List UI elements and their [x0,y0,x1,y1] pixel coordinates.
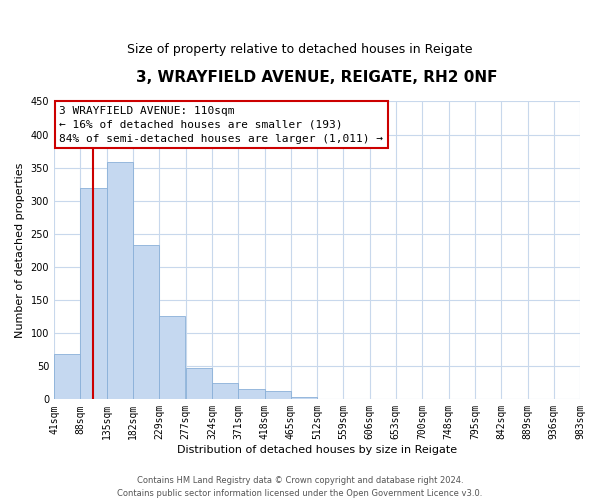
Bar [449,398,475,400]
Bar [265,392,291,400]
Bar [54,354,80,400]
Bar [80,188,107,400]
Title: 3, WRAYFIELD AVENUE, REIGATE, RH2 0NF: 3, WRAYFIELD AVENUE, REIGATE, RH2 0NF [136,70,498,85]
Text: Contains HM Land Registry data © Crown copyright and database right 2024.
Contai: Contains HM Land Registry data © Crown c… [118,476,482,498]
Bar [238,388,265,400]
Text: 3 WRAYFIELD AVENUE: 110sqm
← 16% of detached houses are smaller (193)
84% of sem: 3 WRAYFIELD AVENUE: 110sqm ← 16% of deta… [59,106,383,144]
X-axis label: Distribution of detached houses by size in Reigate: Distribution of detached houses by size … [177,445,457,455]
Bar [107,162,133,400]
Bar [186,368,212,400]
Text: Size of property relative to detached houses in Reigate: Size of property relative to detached ho… [127,42,473,56]
Bar [133,245,159,400]
Bar [291,396,317,400]
Y-axis label: Number of detached properties: Number of detached properties [15,162,25,338]
Bar [159,316,185,400]
Bar [212,383,238,400]
Bar [554,398,580,400]
